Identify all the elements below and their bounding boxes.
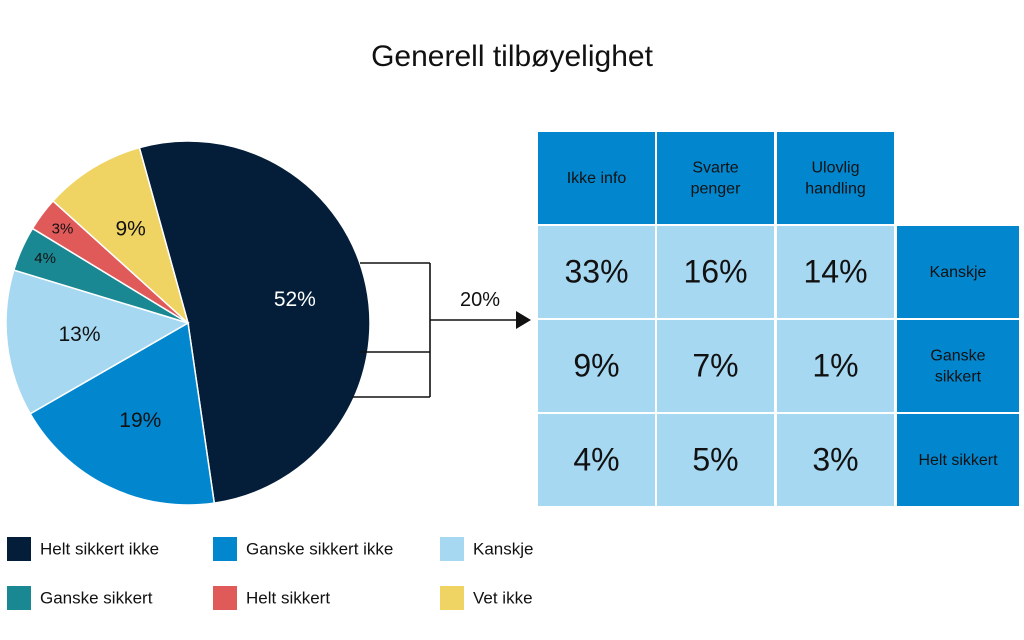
pie-slice-kanskje [5, 269, 190, 415]
table-cell-value: 14% [803, 253, 867, 289]
legend-swatch-ganske-sikkert [7, 586, 31, 610]
table-cell-value: 1% [812, 347, 858, 383]
legend-label-ganske-sikkert: Ganske sikkert [40, 588, 153, 607]
bracket-arrowhead [516, 311, 531, 329]
bracket-label: 20% [460, 289, 500, 311]
pie-slice-vet-ikke [51, 146, 190, 326]
slice-label-vet-ikke: 9% [115, 218, 145, 241]
legend-label-kanskje: Kanskje [473, 539, 533, 558]
table-cell-value: 7% [692, 347, 738, 383]
table-row-label-kanskje: Kanskje [930, 264, 987, 281]
legend-swatch-vet-ikke [440, 586, 464, 610]
legend: Helt sikkert ikke Ganske sikkert ikke Kans… [7, 537, 533, 610]
table-cell-value: 9% [573, 347, 619, 383]
table-cell-value: 3% [812, 441, 858, 477]
slice-label-kanskje: 13% [58, 323, 100, 346]
slice-label-helt-sikkert: 3% [52, 220, 74, 237]
legend-label-helt-sikkert-ikke: Helt sikkert ikke [40, 539, 159, 558]
table-cell-value: 5% [692, 441, 738, 477]
slice-label-ganske-sikkert-ikke: 19% [119, 409, 161, 432]
legend-swatch-helt-sikkert-ikke [7, 537, 31, 561]
table-row-label-helt-sikkert: Helt sikkert [918, 452, 998, 469]
table-cell-value: 4% [573, 441, 619, 477]
table-header-ulovlig-handling: Ulovlig handling [805, 160, 866, 198]
table-cell [775, 318, 896, 414]
table-header-ikke-info: Ikke info [567, 170, 627, 187]
pie-slice-helt-sikkert-ikke [138, 140, 371, 504]
bracket-connector: 20% [352, 262, 531, 398]
table-header-cell [655, 130, 776, 226]
table-header-cell [775, 130, 896, 226]
table-header-svarte-penger: Svarte penger [691, 160, 741, 198]
table-cell [655, 318, 776, 414]
table-row-label-ganske-sikkert: Ganske sikkert [930, 348, 985, 386]
table-cell [536, 412, 657, 508]
pie-slice-ganske-sikkert-ikke [29, 321, 216, 506]
legend-label-vet-ikke: Vet ikke [473, 588, 533, 607]
legend-swatch-ganske-sikkert-ikke [213, 537, 237, 561]
legend-swatch-kanskje [440, 537, 464, 561]
slice-label-helt-sikkert-ikke: 52% [274, 288, 316, 311]
table-row-label-cell [895, 318, 1021, 414]
table-cell-value: 16% [683, 253, 747, 289]
breakdown-table: Ikke info Svarte penger Ulovlig handling 33% 1… [536, 130, 1021, 508]
chart-title: Generell tilbøyelighet [371, 40, 653, 73]
table-cell-value: 33% [564, 253, 628, 289]
table-row-label-cell [895, 412, 1021, 508]
table-cell [536, 224, 657, 320]
slice-label-ganske-sikkert: 4% [34, 250, 56, 267]
legend-label-ganske-sikkert-ikke: Ganske sikkert ikke [246, 539, 393, 558]
pie-chart: 52% 19% 13% 4% 3% 9% [5, 140, 371, 506]
legend-swatch-helt-sikkert [213, 586, 237, 610]
legend-label-helt-sikkert: Helt sikkert [246, 588, 330, 607]
